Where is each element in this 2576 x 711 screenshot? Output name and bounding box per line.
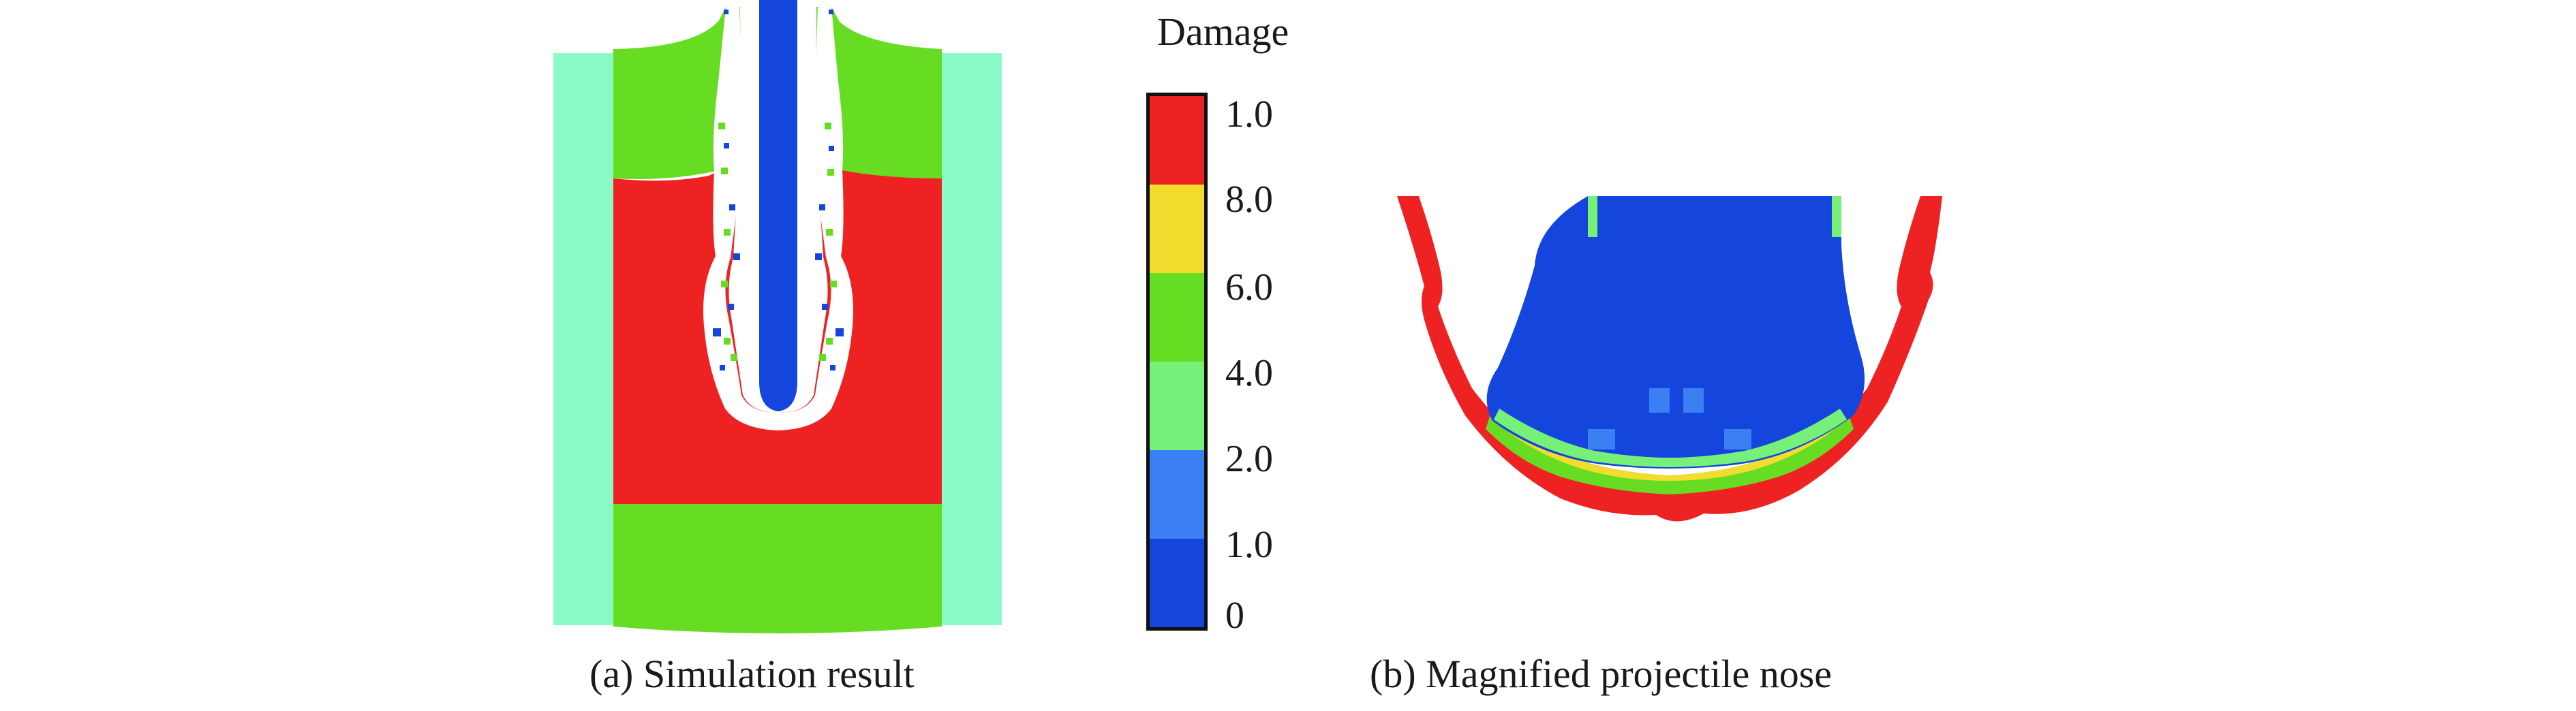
legend-tick-label: 0 xyxy=(1225,595,1244,637)
nose-erosion-patch xyxy=(1649,388,1670,413)
outer-sleeve-right xyxy=(940,53,1002,625)
legend-segment xyxy=(1150,96,1204,185)
magnified-nose-plot xyxy=(1397,196,1942,522)
legend-tick-label: 1.0 xyxy=(1225,524,1273,566)
legend-segment xyxy=(1150,185,1204,273)
magnified-nose-figure xyxy=(1383,184,2038,592)
caption-magnified-nose: (b) Magnified projectile nose xyxy=(1370,652,1833,696)
legend-tick-label: 2.0 xyxy=(1225,438,1273,480)
nose-yellow-band xyxy=(1498,415,1670,481)
nose-edge-highlight xyxy=(1588,196,1597,237)
legend-tick-label: 1.0 xyxy=(1225,93,1273,136)
legend-segment xyxy=(1150,450,1204,539)
nose-edge-highlight xyxy=(1832,196,1841,237)
nose-yellow-band xyxy=(1670,415,1841,481)
legend-title: Damage xyxy=(1157,10,1289,54)
legend-tick-label: 6.0 xyxy=(1225,266,1273,309)
damage-legend: Damage 1.0 8.0 6.0 4.0 2.0 1.0 0 xyxy=(1104,0,1336,654)
nose-erosion-patch xyxy=(1724,429,1751,449)
projectile-nose xyxy=(1486,196,1865,469)
fragment-specks xyxy=(713,10,844,370)
projectile-rod xyxy=(759,0,797,411)
legend-tick-label: 4.0 xyxy=(1225,352,1273,394)
nose-transition-band xyxy=(1486,409,1854,494)
legend-segment xyxy=(1150,539,1204,627)
legend-segment xyxy=(1150,362,1204,450)
legend-segment xyxy=(1150,273,1204,362)
simulation-result-figure xyxy=(545,0,1036,640)
legend-color-bar xyxy=(1146,93,1208,631)
nose-erosion-patch xyxy=(1683,388,1704,413)
legend-tick-label: 8.0 xyxy=(1225,178,1273,221)
nose-erosion-fringe xyxy=(1494,409,1847,467)
nose-erosion-patch xyxy=(1588,429,1615,449)
outer-sleeve-left xyxy=(553,53,615,625)
simulation-result-plot xyxy=(553,0,1002,633)
penetration-crater xyxy=(703,7,853,430)
target-bottom-zone xyxy=(613,504,942,633)
caption-simulation-result: (a) Simulation result xyxy=(589,652,915,696)
